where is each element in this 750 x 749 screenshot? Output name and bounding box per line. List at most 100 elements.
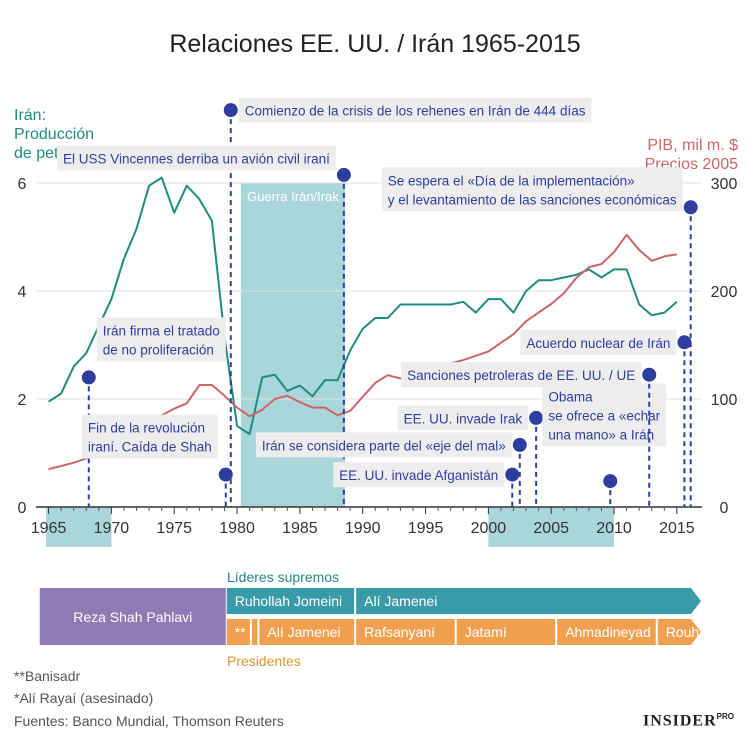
brand-logo: INSIDERPRO [643, 712, 734, 730]
x-tick-label: 1970 [94, 520, 130, 537]
footnote-banisadr: **Banisadr [14, 668, 81, 684]
event-label: Fin de la revolución [88, 421, 205, 436]
brand-name: INSIDER [642, 712, 717, 730]
x-tick-label: 2010 [596, 520, 632, 537]
event-annotation: Acuerdo nuclear de Irán [520, 329, 692, 507]
event-annotation: Comienzo de la crisis de los rehenes en … [223, 97, 592, 507]
president-label: Alí Jamenei [267, 624, 340, 640]
event-label-box [381, 167, 683, 212]
shah-label: Reza Shah Pahlavi [73, 609, 192, 625]
president-segment [456, 619, 556, 645]
leader-segment [356, 588, 701, 614]
x-tick-label: 1985 [282, 520, 318, 537]
event-label-box [56, 145, 336, 171]
event-label-box [397, 405, 529, 431]
event-label-box [401, 362, 642, 388]
event-annotation: El USS Vincennes derriba un avión civil … [56, 145, 351, 507]
left-axis-label-line: Irán: [14, 107, 47, 124]
event-annotation: Fin de la revolución iraní. Caída de Shah [81, 414, 233, 507]
event-label: Obama [548, 390, 593, 405]
x-tick-label: 1975 [156, 520, 192, 537]
x-tick-label: 1990 [345, 520, 381, 537]
event-label-box [333, 462, 505, 488]
event-label: iraní. Caída de Shah [88, 440, 212, 455]
president-segment [259, 619, 355, 645]
president-segment [226, 619, 250, 645]
leader-label: Alí Jamenei [364, 593, 437, 609]
event-marker [223, 103, 238, 118]
event-label: y el levantamiento de las sanciones econ… [388, 192, 677, 207]
event-label: Se espera el «Día de la implementación» [388, 173, 635, 188]
event-label: Comienzo de la crisis de los rehenes en … [245, 104, 586, 119]
event-annotations: Irán firma el tratado de no proliferación… [56, 97, 698, 507]
leader-segment [226, 588, 355, 614]
y-right-tick-label: 0 [720, 500, 729, 517]
left-axis-label-line: Producción [14, 126, 95, 143]
president-label: Ahmadineyad [565, 624, 651, 640]
sources-note: Fuentes: Banco Mundial, Thomson Reuters [14, 713, 284, 729]
brand-sup: PRO [716, 712, 734, 721]
event-label: Irán se considera parte del «eje del mal… [262, 438, 506, 453]
x-tick-label: 2015 [659, 520, 695, 537]
event-label: El USS Vincennes derriba un avión civil … [63, 151, 330, 166]
event-marker [642, 367, 657, 382]
event-label-box [542, 383, 667, 447]
event-annotation: Irán se considera parte del «eje del mal… [255, 432, 527, 507]
event-label-box [96, 317, 226, 362]
x-tick-label: 2000 [471, 520, 507, 537]
y-right-tick-label: 200 [711, 284, 738, 301]
event-annotation: Se espera el «Día de la implementación» y… [381, 167, 698, 507]
event-label-box [520, 329, 677, 355]
event-marker [529, 410, 544, 425]
event-marker [505, 467, 520, 482]
event-label: Sanciones petroleras de EE. UU. / UE [407, 368, 635, 383]
event-label: de no proliferación [103, 342, 214, 357]
event-annotation: Sanciones petroleras de EE. UU. / UE [401, 362, 657, 507]
x-tick-label: 1995 [408, 520, 444, 537]
event-annotation: EE. UU. invade Irak [397, 405, 544, 507]
leaders-label: Líderes supremos [227, 569, 340, 585]
event-marker [603, 474, 618, 489]
x-tick-label: 2005 [533, 520, 569, 537]
president-label: ** [235, 624, 246, 640]
event-label: se ofrece a «echar [548, 409, 660, 424]
president-segment [251, 619, 258, 645]
x-tick-label: 1965 [31, 520, 67, 537]
y-left-tick-label: 0 [18, 500, 27, 517]
x-tick-label: 1980 [219, 520, 255, 537]
event-marker [677, 335, 692, 350]
leadership-timeline: Reza Shah Pahlavi Ruhollah Jomeini Alí Jam… [39, 588, 719, 645]
event-annotation: Obama se ofrece a «echar una mano» a Irán [542, 383, 667, 507]
event-label-box [255, 432, 512, 458]
event-marker [683, 200, 698, 215]
right-axis-label-line: PIB, mil m. $ [647, 137, 738, 154]
event-label: Acuerdo nuclear de Irán [526, 336, 670, 351]
event-marker [218, 467, 233, 482]
event-label: EE. UU. invade Irak [404, 411, 523, 426]
oil-production-line [48, 176, 678, 436]
chart-title: Relaciones EE. UU. / Irán 1965-2015 [169, 30, 581, 58]
event-marker [81, 370, 96, 385]
y-left-tick-label: 6 [18, 176, 27, 193]
axes: 1965 1970 1975 1980 1985 1990 1995 2000 2005 2010… [18, 176, 738, 537]
event-marker [336, 167, 351, 182]
shaded-period [240, 183, 346, 507]
president-segment [557, 619, 656, 645]
president-segment [356, 619, 455, 645]
event-annotation: Irán firma el tratado de no proliferación [81, 317, 226, 507]
event-annotation: EE. UU. invade Afganistán [333, 462, 520, 507]
event-label-box [81, 414, 218, 459]
president-label: Jatamí [465, 624, 507, 640]
y-left-tick-label: 4 [18, 284, 27, 301]
presidents-label: Presidentes [227, 653, 301, 669]
event-label-box [238, 97, 592, 123]
shaded-period-label: Guerra Irán/Irak [247, 189, 339, 204]
footnote-rayai: *Alí Rayaí (asesinado) [14, 690, 154, 706]
president-label: Rouhaní [666, 624, 719, 640]
event-label: Irán firma el tratado [103, 323, 220, 338]
shaded-period [46, 507, 112, 547]
y-right-tick-label: 100 [711, 392, 738, 409]
president-segment [657, 619, 701, 645]
y-right-tick-label: 300 [711, 176, 738, 193]
